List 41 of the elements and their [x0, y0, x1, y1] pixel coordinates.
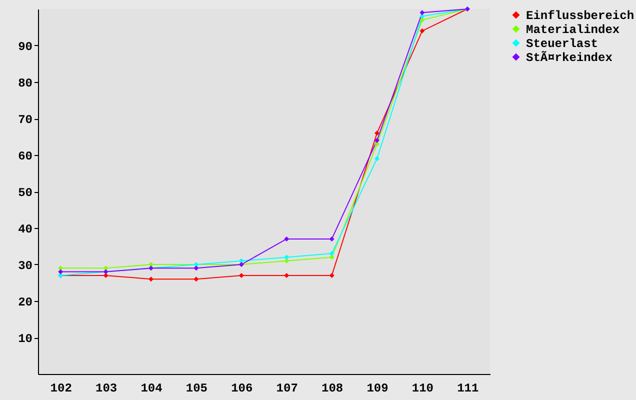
x-tick-label: 104 — [140, 382, 162, 396]
y-tick-label: 80 — [18, 76, 32, 90]
x-tick-label: 109 — [366, 382, 388, 396]
x-tick-label: 110 — [412, 382, 434, 396]
point — [148, 262, 154, 267]
legend-label: Materialindex — [526, 23, 620, 37]
y-tick-label: 60 — [18, 150, 32, 164]
point — [374, 156, 380, 162]
point — [238, 258, 244, 264]
point — [194, 276, 199, 282]
point — [194, 266, 199, 271]
y-tick-label: 20 — [18, 296, 32, 310]
point — [420, 28, 425, 34]
legend-label: Steuerlast — [526, 37, 598, 51]
y-tick-label: 10 — [18, 332, 32, 346]
y-tick-label: 70 — [18, 113, 32, 127]
point — [238, 272, 244, 278]
point — [58, 269, 64, 274]
y-tick-label: 40 — [18, 222, 32, 236]
x-tick-label: 102 — [50, 382, 72, 396]
x-tick-label: 108 — [321, 382, 344, 396]
point — [284, 254, 290, 260]
legend-label: StÃ¤rkeindex — [526, 51, 612, 65]
legend-label: Einflussbereich — [526, 9, 634, 23]
point — [329, 236, 334, 242]
point — [148, 276, 154, 282]
point — [420, 10, 425, 16]
x-tick-label: 103 — [95, 382, 118, 396]
x-tick-label: 107 — [276, 382, 298, 396]
point — [374, 130, 380, 136]
y-tick-label: 50 — [18, 186, 32, 200]
point — [329, 272, 334, 278]
y-tick-label: 30 — [18, 259, 32, 273]
point — [329, 251, 334, 256]
point — [374, 138, 380, 143]
point — [374, 142, 380, 147]
x-tick-label: 106 — [231, 382, 253, 396]
x-tick-label: 105 — [186, 382, 208, 396]
point — [329, 254, 334, 260]
x-tick-label: 111 — [457, 382, 479, 396]
y-tick-label: 90 — [18, 40, 32, 54]
